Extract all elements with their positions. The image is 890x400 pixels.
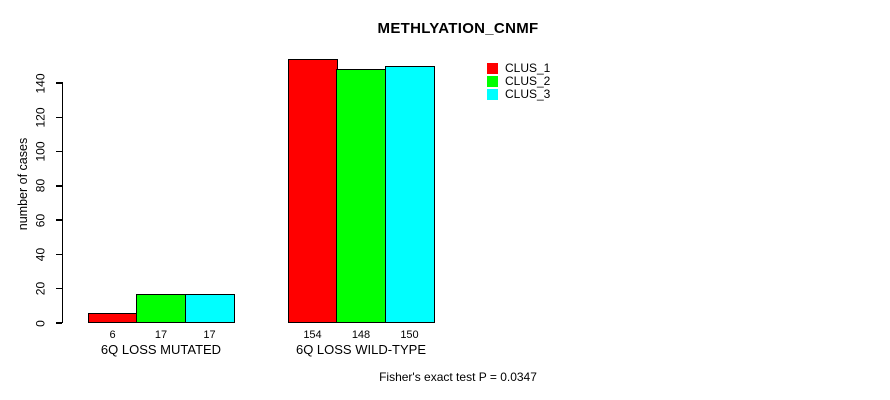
bar-value-label: 154 [303, 329, 322, 341]
y-axis-tick-label: 100 [33, 141, 48, 162]
y-axis-tick [55, 253, 62, 256]
bar-clus_2-group2 [336, 69, 386, 323]
y-axis-label: number of cases [16, 137, 30, 231]
bar-clus_3-group1 [184, 293, 235, 323]
y-axis-line [61, 82, 63, 323]
legend-label: CLUS_3 [505, 87, 551, 101]
legend-item-clus_1: CLUS_1 [487, 62, 550, 75]
y-axis-tick [55, 219, 62, 221]
legend-item-clus_3: CLUS_3 [487, 88, 550, 101]
y-axis-tick [55, 150, 62, 153]
bar-clus_1-group1 [87, 312, 138, 323]
y-axis-tick-label: 80 [33, 179, 48, 193]
bar-clus_2-group1 [136, 293, 186, 323]
bar-value-label: 17 [154, 329, 168, 341]
legend-swatch-clus_1 [487, 63, 498, 74]
y-axis-tick-label: 20 [33, 282, 48, 296]
y-axis-tick-label: 60 [33, 213, 48, 227]
x-group-label: 6Q LOSS MUTATED [100, 342, 222, 357]
legend-label: CLUS_2 [505, 74, 551, 88]
bar-clus_1-group2 [287, 59, 338, 323]
y-axis-tick [55, 82, 62, 84]
y-axis-tick [55, 116, 62, 119]
chart-title: METHLYATION_CNMF [377, 20, 539, 37]
y-axis-tick [55, 287, 62, 290]
y-axis-tick-label: 0 [33, 319, 48, 327]
legend-item-clus_2: CLUS_2 [487, 75, 550, 88]
y-axis-tick [55, 322, 62, 324]
x-group-label: 6Q LOSS WILD-TYPE [295, 342, 427, 357]
legend-swatch-clus_2 [487, 76, 498, 87]
bar-value-label: 150 [400, 329, 419, 341]
bar-value-label: 17 [203, 329, 216, 341]
legend-label: CLUS_1 [505, 61, 551, 75]
legend-swatch-clus_3 [487, 89, 498, 100]
bar-clus_3-group2 [384, 65, 435, 323]
y-axis-tick-label: 140 [33, 72, 48, 94]
annotation-text: Fisher's exact test P = 0.0347 [379, 370, 537, 384]
legend: CLUS_1 CLUS_2 CLUS_3 [487, 62, 550, 101]
bar-value-label: 6 [109, 329, 116, 341]
bar-value-label: 148 [351, 329, 371, 341]
y-axis-tick [55, 185, 62, 187]
